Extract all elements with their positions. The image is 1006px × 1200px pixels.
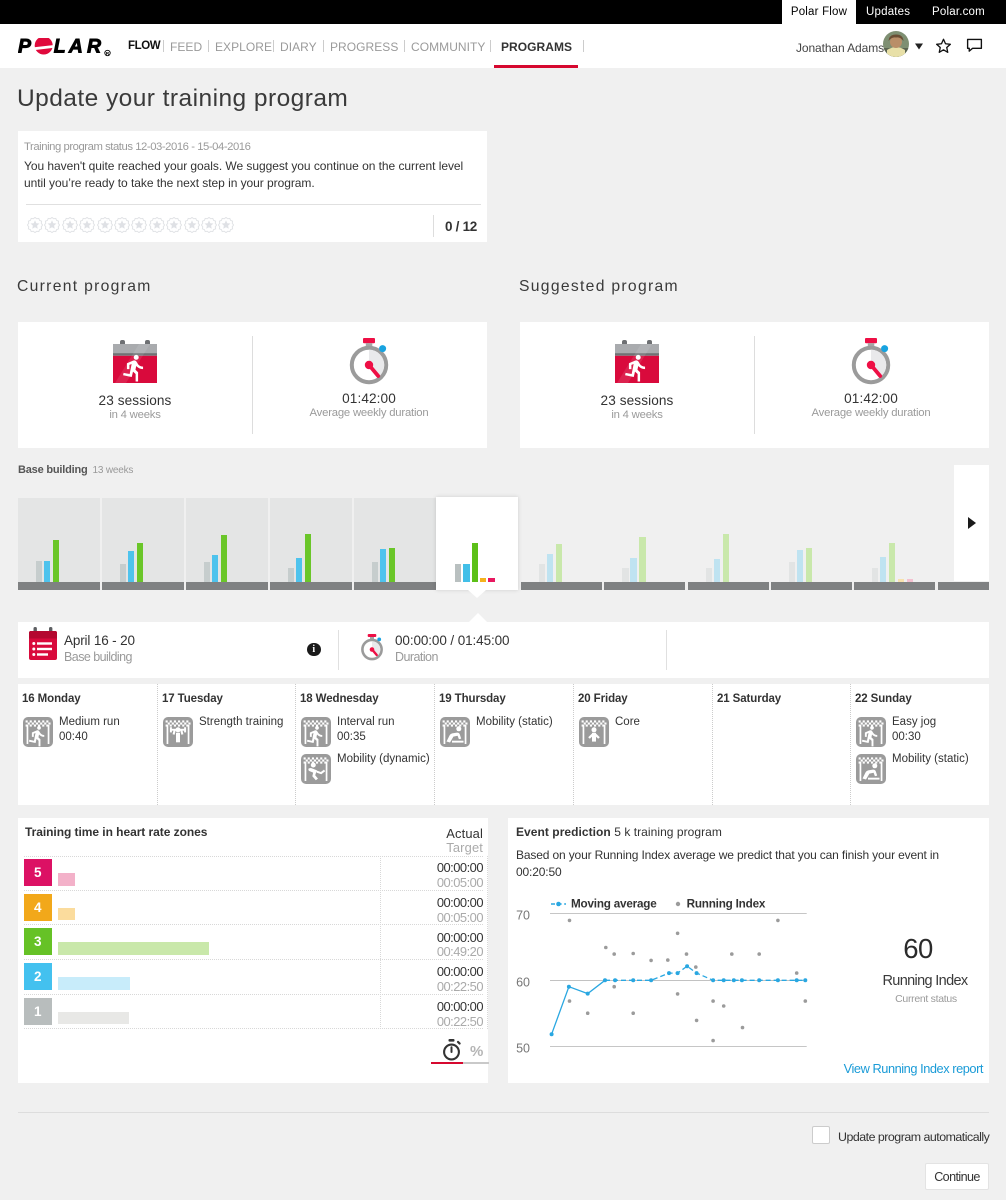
svg-text:R: R xyxy=(87,38,101,58)
svg-text:50: 50 xyxy=(516,1042,530,1056)
svg-text:L: L xyxy=(54,38,66,58)
svg-text:A: A xyxy=(68,38,83,58)
svg-text:70: 70 xyxy=(516,909,530,923)
svg-text:R: R xyxy=(106,51,110,57)
svg-text:60: 60 xyxy=(516,976,530,990)
svg-text:P: P xyxy=(18,38,32,58)
